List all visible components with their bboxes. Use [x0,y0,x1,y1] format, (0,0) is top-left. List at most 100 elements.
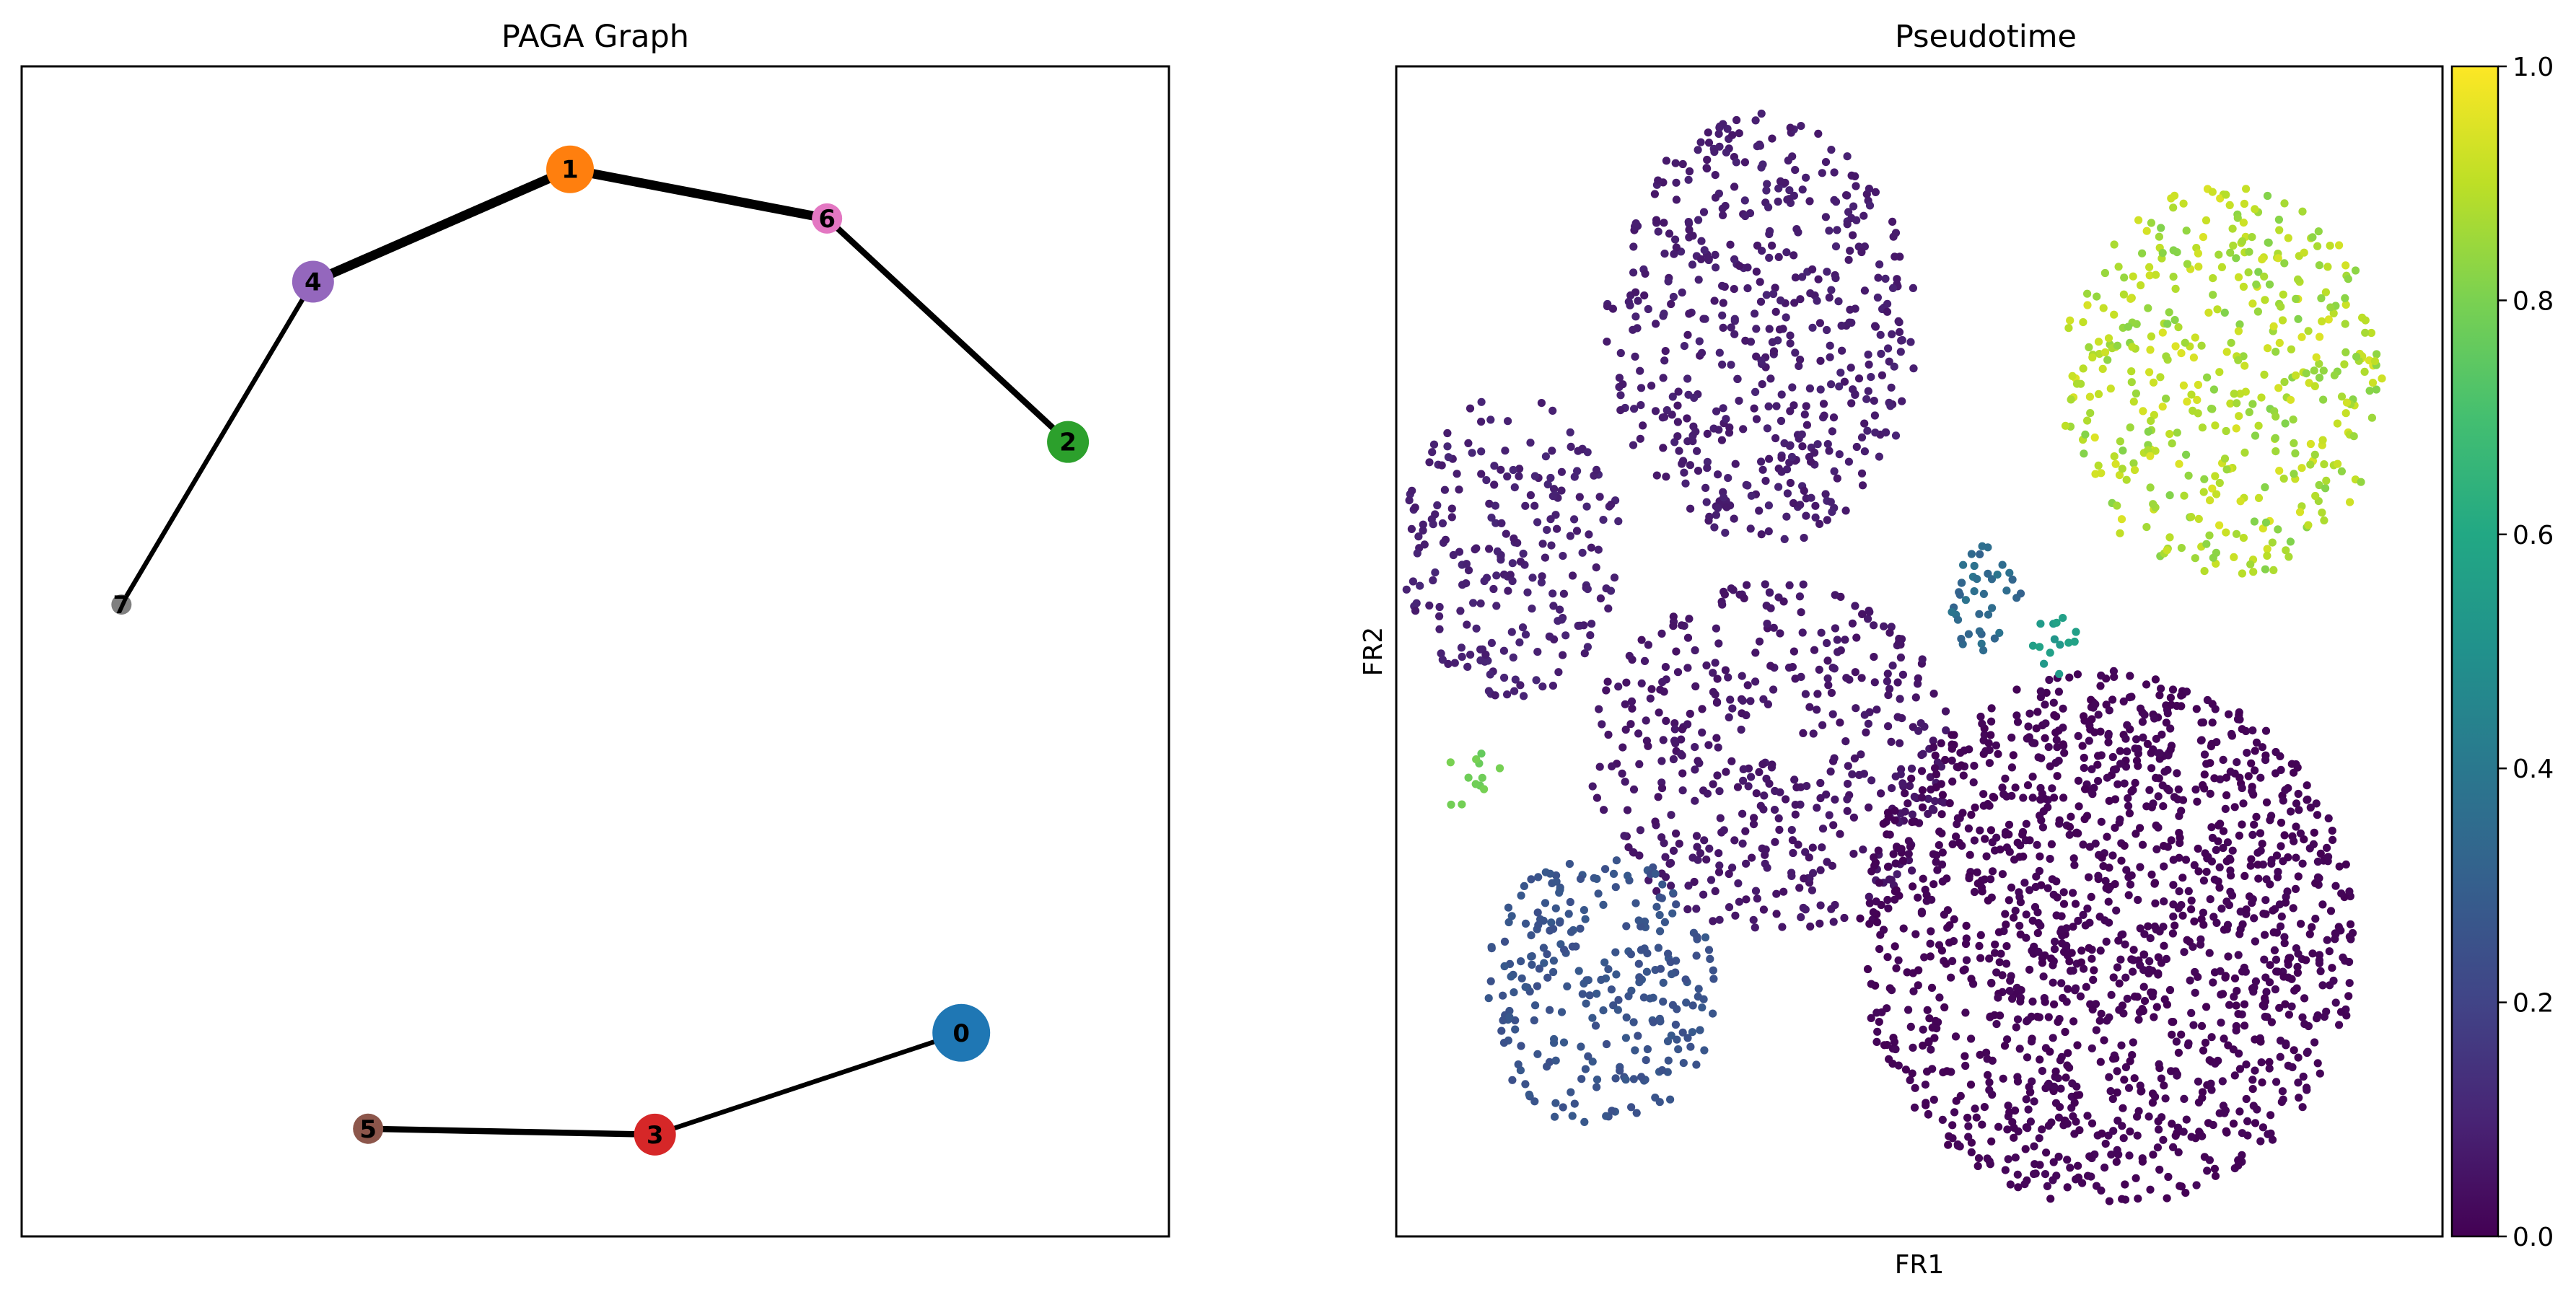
scatter-point [2038,1067,2046,1076]
scatter-point [2063,1183,2072,1192]
scatter-point [1916,719,1925,728]
scatter-point [2067,949,2076,957]
scatter-point [1768,134,1777,143]
scatter-point [2077,946,2086,955]
scatter-point [2265,1058,2274,1066]
scatter-point [1726,240,1735,249]
scatter-point [1543,480,1552,489]
scatter-point [1816,901,1825,910]
scatter-point [1530,501,1539,510]
scatter-point [2083,301,2092,309]
scatter-point [2114,263,2123,271]
scatter-point [1945,938,1954,947]
scatter-point [1631,288,1640,296]
scatter-point [2261,726,2271,735]
scatter-point [1942,959,1950,968]
scatter-point [1623,806,1632,814]
scatter-point [2341,348,2350,356]
scatter-point [2128,343,2137,351]
scatter-point [2063,1120,2072,1128]
scatter-point [1567,928,1576,936]
scatter-point [1730,514,1738,523]
scatter-point [2310,366,2318,375]
scatter-point [1780,535,1789,544]
scatter-point [1683,414,1691,423]
scatter-point [1795,592,1804,601]
scatter-point [2295,508,2305,516]
scatter-point [1673,418,1682,426]
scatter-point [1711,250,1719,259]
scatter-point [1614,682,1623,691]
scatter-point [2313,857,2322,866]
scatter-point [1821,158,1831,167]
scatter-point [2220,308,2229,317]
scatter-point [2328,964,2336,972]
scatter-point [2013,1015,2023,1024]
scatter-point [2130,465,2139,475]
scatter-point [2145,1112,2153,1121]
scatter-point [1557,467,1566,476]
scatter-point [1517,891,1525,900]
scatter-point [1937,739,1945,747]
scatter-point [1654,793,1662,801]
scatter-point [2008,575,2017,584]
scatter-point [1763,620,1771,628]
scatter-point [1463,620,1471,629]
scatter-point [2083,416,2092,425]
scatter-point [1722,503,1731,511]
scatter-point [2058,931,2067,940]
scatter-point [2318,900,2327,909]
scatter-point [1499,1039,1509,1047]
scatter-point [2080,814,2089,824]
scatter-point [2217,263,2226,271]
scatter-point [1672,647,1681,656]
scatter-point [1844,255,1853,264]
scatter-point [1691,427,1700,436]
scatter-point [1651,869,1660,878]
scatter-point [2067,395,2075,404]
colorbar-tick-label: 0.2 [2513,989,2554,1019]
scatter-point [1593,1083,1601,1091]
scatter-point [2235,831,2243,840]
scatter-point [1967,1034,1976,1043]
scatter-point [1854,770,1864,779]
scatter-point [2274,525,2282,534]
scatter-point [1764,402,1773,411]
scatter-point [2097,469,2106,478]
scatter-point [2070,637,2079,646]
scatter-point [1871,188,1880,196]
scatter-point [1863,964,1872,974]
scatter-point [2290,470,2298,478]
scatter-point [1877,789,1885,798]
scatter-point [1435,602,1444,612]
scatter-point [1655,910,1664,920]
scatter-point [2020,1180,2029,1189]
scatter-point [2162,395,2170,403]
scatter-point [2079,910,2087,919]
scatter-point [1971,1104,1979,1113]
scatter-point [1920,953,1929,962]
scatter-point [1795,361,1803,370]
scatter-point [1914,893,1922,902]
scatter-point [1621,700,1629,708]
scatter-point [1642,967,1651,976]
scatter-point [2151,447,2160,455]
scatter-point [1685,309,1694,318]
scatter-point [1659,374,1668,382]
scatter-point [2226,866,2235,875]
scatter-point [1871,428,1880,437]
scatter-point [1918,655,1927,664]
colorbar-tick-label: 1.0 [2513,53,2554,82]
scatter-point [1999,1074,2007,1083]
scatter-point [2284,957,2292,966]
scatter-point [1787,452,1797,462]
scatter-point [1449,550,1458,560]
scatter-point [1553,524,1561,533]
scatter-point [2207,823,2216,832]
scatter-point [1937,810,1946,819]
scatter-point [1802,511,1810,520]
scatter-point [1769,289,1778,299]
scatter-point [1543,973,1552,982]
scatter-point [1981,747,1990,755]
scatter-point [1851,668,1859,677]
